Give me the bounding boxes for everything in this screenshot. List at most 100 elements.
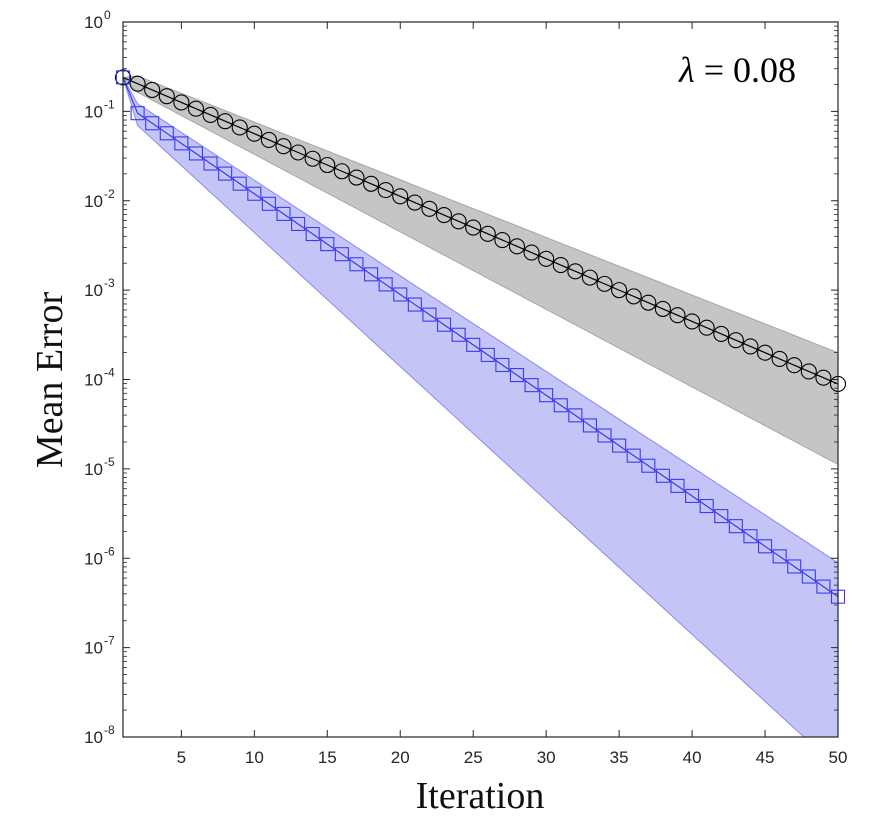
square-series-marker	[553, 398, 568, 413]
square-series-marker	[495, 357, 510, 373]
square-series-marker	[714, 509, 729, 524]
square-series-marker	[787, 559, 802, 574]
square-series-marker	[480, 347, 495, 362]
square-series-marker	[509, 368, 525, 383]
circle-series-marker	[611, 282, 628, 299]
x-tick-label: 40	[683, 748, 702, 767]
y-tick-label: 10	[84, 549, 103, 568]
circle-series-marker	[756, 344, 774, 361]
y-tick-exponent: -2	[104, 187, 115, 201]
circle-series-marker	[392, 188, 409, 205]
square-series-marker	[305, 226, 320, 242]
square-series-marker	[524, 378, 539, 393]
y-tick-label: 10	[84, 639, 103, 658]
lambda-annotation: λ = 0.08	[678, 50, 796, 90]
y-tick-exponent: -8	[104, 723, 115, 737]
circle-series-marker	[669, 307, 686, 324]
x-tick-label: 30	[537, 748, 556, 767]
circle-series-marker	[217, 113, 234, 130]
circle-series-marker	[581, 269, 598, 286]
circle-series-marker	[727, 332, 744, 349]
circle-series-marker	[771, 350, 788, 367]
y-axis-title: Mean Error	[29, 292, 71, 469]
square-series-marker	[772, 549, 787, 564]
x-tick-label: 50	[829, 748, 848, 767]
square-series-marker	[320, 237, 335, 252]
y-tick-label: 10	[84, 13, 103, 32]
square-series-marker	[291, 216, 306, 232]
square-series-marker	[743, 529, 758, 544]
square-series-marker	[801, 569, 816, 584]
y-tick-label: 10	[84, 371, 103, 390]
lambda-symbol: λ	[678, 50, 695, 90]
y-tick-exponent: -4	[104, 366, 115, 380]
x-tick-label: 5	[177, 748, 186, 767]
circle-series-marker	[158, 88, 175, 105]
circle-series-marker	[275, 138, 292, 155]
square-series-marker	[188, 146, 204, 161]
circle-series-marker	[625, 288, 642, 305]
x-tick-label: 35	[610, 748, 629, 767]
square-series-marker	[451, 327, 466, 342]
circle-series-marker	[231, 119, 248, 136]
circle-series-marker	[173, 94, 190, 111]
x-axis-ticks: 5 10 15 20 25 30 35 40 45 50	[177, 22, 848, 767]
circle-series-marker	[654, 300, 671, 317]
square-series-marker	[422, 307, 437, 322]
square-series-marker	[232, 176, 247, 191]
circle-series-marker	[246, 125, 263, 142]
circle-series-marker	[187, 100, 205, 117]
circle-series-marker	[304, 150, 321, 167]
circle-series-marker	[129, 75, 146, 92]
square-series-marker	[203, 156, 218, 171]
square-series-marker	[728, 519, 743, 534]
square-series-marker	[145, 116, 160, 131]
circle-series-marker	[450, 213, 467, 230]
circle-series-band	[123, 75, 838, 465]
circle-series-marker	[290, 144, 307, 161]
square-series-marker	[568, 408, 583, 423]
square-series-marker	[218, 166, 233, 181]
x-tick-label: 10	[245, 748, 264, 767]
circle-series-marker	[144, 81, 161, 98]
square-series-marker	[247, 186, 262, 201]
square-series-marker	[597, 428, 612, 443]
x-tick-label: 25	[464, 748, 483, 767]
square-series-band	[123, 77, 838, 737]
y-tick-label: 10	[84, 102, 103, 121]
square-series-marker	[276, 206, 291, 221]
square-series-marker	[349, 257, 364, 272]
circle-series-marker	[260, 131, 277, 149]
circle-series-marker	[333, 163, 350, 180]
circle-series-marker	[698, 319, 715, 336]
y-tick-label: 10	[84, 281, 103, 300]
square-series-marker	[334, 247, 349, 262]
circle-series-marker	[377, 181, 394, 199]
confidence-bands	[123, 75, 838, 737]
square-series-line	[122, 77, 839, 598]
y-tick-exponent: -6	[104, 544, 115, 558]
square-series-marker	[378, 277, 393, 292]
square-series-marker	[816, 579, 831, 594]
circle-series-marker	[421, 200, 438, 217]
circle-series-marker	[465, 219, 482, 236]
square-series-marker	[582, 418, 597, 433]
square-series-marker	[466, 337, 481, 352]
circle-series-marker	[596, 275, 613, 292]
square-series-marker	[393, 287, 408, 302]
circle-series-marker	[567, 263, 584, 280]
y-tick-exponent: -3	[104, 276, 115, 290]
x-tick-label: 45	[756, 748, 775, 767]
y-tick-exponent: 0	[104, 8, 111, 22]
square-series-marker	[641, 458, 656, 473]
circle-series-marker	[435, 207, 453, 224]
circle-series-marker	[713, 325, 730, 342]
x-axis-title: Iteration	[416, 775, 545, 817]
square-series-marker	[130, 106, 145, 121]
y-tick-exponent: -5	[104, 455, 115, 469]
x-tick-label: 15	[318, 748, 337, 767]
square-series-marker	[159, 126, 174, 141]
square-series-marker	[174, 136, 189, 151]
circle-series-marker	[202, 106, 219, 123]
